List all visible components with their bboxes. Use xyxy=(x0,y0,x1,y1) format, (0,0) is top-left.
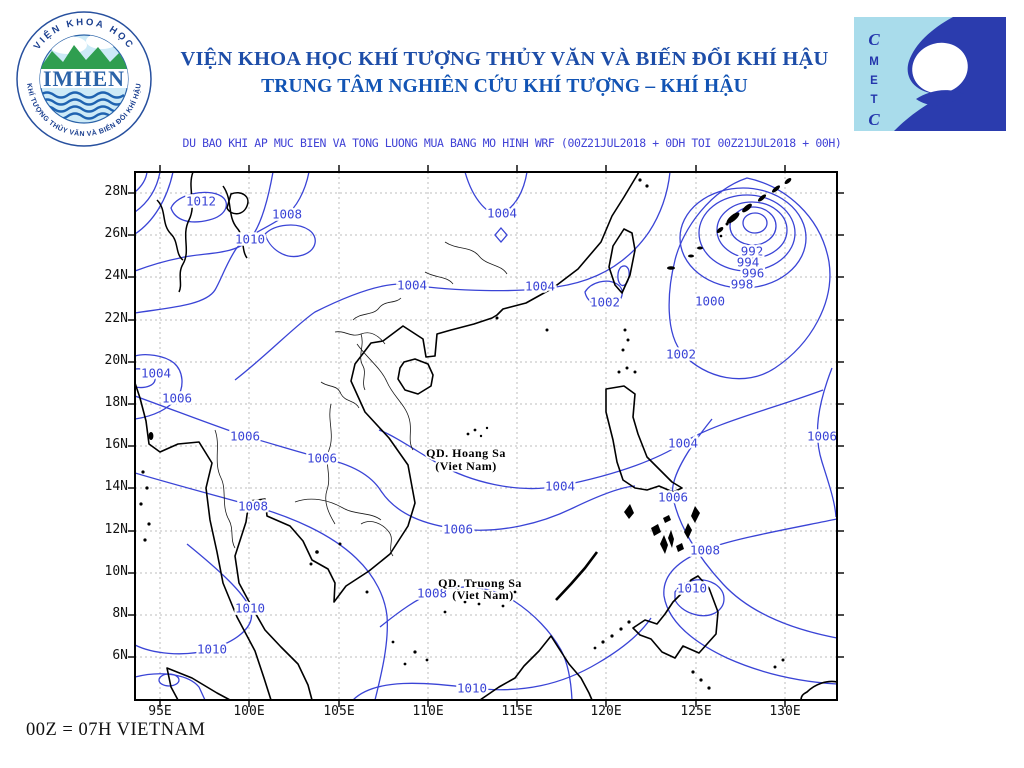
imhen-logo: IMHEN VIỆN KHOA HỌC KHÍ TƯỢNG THỦY VĂN V… xyxy=(16,11,152,147)
cmetc-letter: E xyxy=(870,75,878,87)
isobar-label: 1006 xyxy=(230,429,260,444)
lat-tick-label: 26N xyxy=(104,226,128,241)
lat-tick-label: 16N xyxy=(104,437,128,452)
place-label: (Viet Nam) xyxy=(452,588,514,602)
isobar-label: 1008 xyxy=(238,499,268,514)
center-title: TRUNG TÂM NGHIÊN CỨU KHÍ TƯỢNG – KHÍ HẬU xyxy=(261,76,748,97)
lat-tick-label: 6N xyxy=(112,648,128,663)
isobar-label: 1006 xyxy=(443,522,473,537)
map-labels: 1012 1008 1010 1004 1004 1004 1002 992994996998… xyxy=(139,191,837,698)
isobar-label: 1002 xyxy=(666,347,696,362)
lat-tick-label: 24N xyxy=(104,268,128,283)
institute-title: VIỆN KHOA HỌC KHÍ TƯỢNG THỦY VĂN VÀ BIẾN… xyxy=(180,48,829,70)
inland-borders xyxy=(156,172,508,557)
lat-tick-label: 18N xyxy=(104,395,128,410)
lon-tick-label: 95E xyxy=(148,704,172,719)
place-label: QD. Truong Sa xyxy=(438,576,522,590)
isobar-label: 1006 xyxy=(658,490,688,505)
isobar-label: 1004 xyxy=(525,279,555,294)
lon-tick-label: 100E xyxy=(233,704,265,719)
lon-tick-label: 120E xyxy=(590,704,622,719)
lat-tick-label: 20N xyxy=(104,353,128,368)
isobar-label: 1012 xyxy=(186,194,216,209)
timezone-note: 00Z = 07H VIETNAM xyxy=(26,720,206,740)
forecast-caption: DU BAO KHI AP MUC BIEN VA TONG LUONG MUA… xyxy=(182,136,842,150)
isobar-label: 1008 xyxy=(417,586,447,601)
lat-tick-label: 22N xyxy=(104,311,128,326)
lat-tick-label: 8N xyxy=(112,606,128,621)
isobar-label: 1004 xyxy=(668,436,698,451)
logo-mountains xyxy=(40,45,128,71)
isobar-label: 1000 xyxy=(695,294,725,309)
isobar-label: 1004 xyxy=(545,479,575,494)
isobar-label: 1004 xyxy=(397,278,427,293)
logo-artwork xyxy=(40,35,128,120)
pressure-map: 1012 1008 1010 1004 1004 1004 1002 992994996998… xyxy=(128,165,844,707)
lat-tick-label: 10N xyxy=(104,564,128,579)
lon-tick-label: 115E xyxy=(501,704,533,719)
isobar-label: 998 xyxy=(731,277,754,292)
cmetc-hook xyxy=(916,90,964,106)
isobar-label: 996 xyxy=(742,266,765,281)
map-frame xyxy=(134,171,838,701)
isobar-label: 1008 xyxy=(690,543,720,558)
cmetc-letter: T xyxy=(870,94,877,106)
cmetc-letter: C xyxy=(868,110,880,129)
isobar-label: 994 xyxy=(737,255,760,270)
lon-tick-label: 125E xyxy=(680,704,712,719)
cmetc-letter: C xyxy=(868,30,880,49)
isobar-label: 1010 xyxy=(677,581,707,596)
isobar-label: 1010 xyxy=(197,642,227,657)
isobar-label: 1006 xyxy=(807,429,837,444)
isobar-label: 1010 xyxy=(235,232,265,247)
small-islands xyxy=(139,178,785,690)
isobar-label: 1006 xyxy=(162,391,192,406)
lon-tick-label: 110E xyxy=(412,704,444,719)
cmetc-letter: M xyxy=(869,56,879,68)
place-label: QD. Hoang Sa xyxy=(426,446,506,460)
isobar-label: 992 xyxy=(741,244,764,259)
lat-tick-label: 28N xyxy=(104,184,128,199)
cmetc-white-swoosh xyxy=(912,42,968,94)
isobar-label: 1004 xyxy=(487,206,517,221)
lat-tick-label: 12N xyxy=(104,522,128,537)
place-label: (Viet Nam) xyxy=(435,459,497,473)
header: VIỆN KHOA HỌC KHÍ TƯỢNG THỦY VĂN VÀ BIẾN… xyxy=(150,48,859,98)
lat-tick-label: 14N xyxy=(104,479,128,494)
isobar-label: 1010 xyxy=(457,681,487,696)
logo-imhen-text: IMHEN xyxy=(43,66,125,91)
isobar-label: 1006 xyxy=(307,451,337,466)
ryukyu-islands xyxy=(667,178,792,270)
axis-ticks xyxy=(128,165,844,707)
isobar-label: 1008 xyxy=(272,207,302,222)
lon-tick-label: 130E xyxy=(769,704,801,719)
lon-tick-label: 105E xyxy=(323,704,355,719)
isobar-label: 1004 xyxy=(141,366,171,381)
isobar-label: 1010 xyxy=(235,601,265,616)
isobar-label: 1002 xyxy=(590,295,620,310)
coastlines xyxy=(135,172,837,700)
isobar-lines xyxy=(135,172,837,700)
